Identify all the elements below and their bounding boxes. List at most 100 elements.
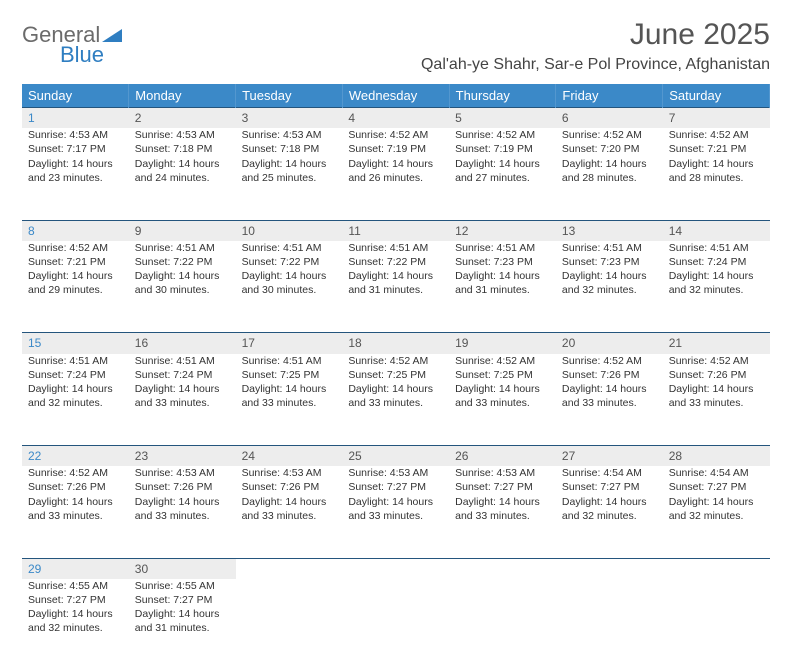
day-number-cell: 3: [236, 108, 343, 129]
title-block: June 2025 Qal'ah-ye Shahr, Sar-e Pol Pro…: [421, 18, 770, 74]
day-number-cell: [449, 558, 556, 579]
sunrise-line: Sunrise: 4:53 AM: [28, 128, 123, 142]
day-content-row: Sunrise: 4:53 AMSunset: 7:17 PM Daylight:…: [22, 128, 770, 220]
day-content-cell: Sunrise: 4:54 AMSunset: 7:27 PMDaylight:…: [556, 466, 663, 558]
day-content-cell: Sunrise: 4:53 AMSunset: 7:26 PMDaylight:…: [236, 466, 343, 558]
weekday-header: Monday: [129, 84, 236, 108]
brand-logo: General Blue: [22, 18, 122, 74]
day-number-cell: 2: [129, 108, 236, 129]
sunrise-line: Sunrise: 4:52 AM: [28, 241, 123, 255]
weekday-header: Wednesday: [342, 84, 449, 108]
day-number-cell: 15: [22, 333, 129, 354]
sunrise-line: Sunrise: 4:51 AM: [242, 241, 337, 255]
day-number-cell: 20: [556, 333, 663, 354]
day-number-cell: 4: [342, 108, 449, 129]
sunset-line: Sunset: 7:27 PM: [455, 480, 550, 494]
sunset-line: Sunset: 7:23 PM: [455, 255, 550, 269]
day-content-cell: Sunrise: 4:51 AMSunset: 7:24 PMDaylight:…: [129, 354, 236, 446]
sunset-line: Sunset: 7:26 PM: [242, 480, 337, 494]
day-number-cell: 1: [22, 108, 129, 129]
day-content-cell: Sunrise: 4:51 AMSunset: 7:22 PMDaylight:…: [342, 241, 449, 333]
day-content-cell: Sunrise: 4:53 AMSunset: 7:18 PMDaylight:…: [129, 128, 236, 220]
sunrise-line: Sunrise: 4:52 AM: [562, 128, 657, 142]
sunset-line: Sunset: 7:24 PM: [135, 368, 230, 382]
day-details: Sunrise: 4:52 AMSunset: 7:20 PMDaylight:…: [562, 128, 657, 185]
day-content-cell: Sunrise: 4:51 AMSunset: 7:24 PMDaylight:…: [22, 354, 129, 446]
day-number-cell: 30: [129, 558, 236, 579]
day-number-cell: 28: [663, 446, 770, 467]
sunrise-line: Sunrise: 4:52 AM: [348, 128, 443, 142]
sunset-line: Sunset: 7:17 PM: [28, 142, 123, 156]
day-details: Sunrise: 4:55 AMSunset: 7:27 PMDaylight:…: [135, 579, 230, 636]
sunset-line: Sunset: 7:18 PM: [242, 142, 337, 156]
day-content-row: Sunrise: 4:52 AMSunset: 7:26 PMDaylight:…: [22, 466, 770, 558]
day-details: Sunrise: 4:52 AMSunset: 7:25 PMDaylight:…: [348, 354, 443, 411]
day-details: Sunrise: 4:54 AMSunset: 7:27 PMDaylight:…: [669, 466, 764, 523]
daylight-line: Daylight: 14 hours and 32 minutes.: [562, 269, 657, 297]
day-content-cell: Sunrise: 4:52 AMSunset: 7:26 PMDaylight:…: [22, 466, 129, 558]
sunset-line: Sunset: 7:25 PM: [348, 368, 443, 382]
sunset-line: Sunset: 7:20 PM: [562, 142, 657, 156]
sunset-line: Sunset: 7:22 PM: [135, 255, 230, 269]
daylight-line: Daylight: 14 hours and 25 minutes.: [242, 157, 337, 185]
daylight-line: Daylight: 14 hours and 32 minutes.: [669, 495, 764, 523]
day-number-cell: 16: [129, 333, 236, 354]
daylight-line: Daylight: 14 hours and 31 minutes.: [455, 269, 550, 297]
sunset-line: Sunset: 7:18 PM: [135, 142, 230, 156]
day-number-row: 891011121314: [22, 220, 770, 241]
daylight-line: Daylight: 14 hours and 29 minutes.: [28, 269, 123, 297]
day-number-cell: 22: [22, 446, 129, 467]
day-details: Sunrise: 4:52 AMSunset: 7:21 PMDaylight:…: [669, 128, 764, 185]
day-number-cell: 26: [449, 446, 556, 467]
day-details: Sunrise: 4:53 AMSunset: 7:27 PMDaylight:…: [455, 466, 550, 523]
day-number-cell: 5: [449, 108, 556, 129]
sunrise-line: Sunrise: 4:51 AM: [242, 354, 337, 368]
day-details: Sunrise: 4:52 AMSunset: 7:26 PMDaylight:…: [28, 466, 123, 523]
header: General Blue June 2025 Qal'ah-ye Shahr, …: [22, 18, 770, 74]
day-content-row: Sunrise: 4:55 AMSunset: 7:27 PMDaylight:…: [22, 579, 770, 671]
day-number-cell: [556, 558, 663, 579]
location-label: Qal'ah-ye Shahr, Sar-e Pol Province, Afg…: [421, 56, 770, 74]
day-number-cell: 29: [22, 558, 129, 579]
logo-triangle-icon: [102, 26, 122, 47]
day-content-cell: [236, 579, 343, 671]
day-content-cell: Sunrise: 4:55 AMSunset: 7:27 PMDaylight:…: [22, 579, 129, 671]
day-content-cell: [556, 579, 663, 671]
day-content-cell: Sunrise: 4:51 AMSunset: 7:24 PMDaylight:…: [663, 241, 770, 333]
sunset-line: Sunset: 7:21 PM: [669, 142, 764, 156]
sunrise-line: Sunrise: 4:51 AM: [455, 241, 550, 255]
sunrise-line: Sunrise: 4:52 AM: [455, 354, 550, 368]
day-content-cell: Sunrise: 4:51 AMSunset: 7:22 PMDaylight:…: [129, 241, 236, 333]
day-details: Sunrise: 4:51 AMSunset: 7:22 PMDaylight:…: [242, 241, 337, 298]
weekday-header-row: SundayMondayTuesdayWednesdayThursdayFrid…: [22, 84, 770, 108]
calendar-body: 1234567Sunrise: 4:53 AMSunset: 7:17 PMDa…: [22, 108, 770, 671]
sunrise-line: Sunrise: 4:53 AM: [135, 466, 230, 480]
day-number-cell: 17: [236, 333, 343, 354]
sunset-line: Sunset: 7:22 PM: [348, 255, 443, 269]
day-content-cell: Sunrise: 4:54 AMSunset: 7:27 PMDaylight:…: [663, 466, 770, 558]
sunrise-line: Sunrise: 4:51 AM: [562, 241, 657, 255]
daylight-line: Daylight: 14 hours and 32 minutes.: [562, 495, 657, 523]
sunrise-line: Sunrise: 4:51 AM: [669, 241, 764, 255]
sunset-line: Sunset: 7:26 PM: [28, 480, 123, 494]
daylight-line: Daylight: 14 hours and 32 minutes.: [669, 269, 764, 297]
daylight-line: Daylight: 14 hours and 33 minutes.: [669, 382, 764, 410]
daylight-line: Daylight: 14 hours and 33 minutes.: [562, 382, 657, 410]
day-details: Sunrise: 4:51 AMSunset: 7:24 PMDaylight:…: [28, 354, 123, 411]
month-title: June 2025: [421, 18, 770, 52]
day-content-cell: Sunrise: 4:52 AMSunset: 7:20 PMDaylight:…: [556, 128, 663, 220]
day-details: Sunrise: 4:51 AMSunset: 7:22 PMDaylight:…: [135, 241, 230, 298]
daylight-line: Daylight: 14 hours and 33 minutes.: [242, 495, 337, 523]
day-content-cell: Sunrise: 4:52 AMSunset: 7:21 PMDaylight:…: [22, 241, 129, 333]
day-number-cell: [236, 558, 343, 579]
day-number-cell: 6: [556, 108, 663, 129]
day-details: Sunrise: 4:53 AMSunset: 7:18 PMDaylight:…: [242, 128, 337, 185]
daylight-line: Daylight: 14 hours and 33 minutes.: [455, 382, 550, 410]
daylight-line: Daylight: 14 hours and 33 minutes.: [455, 495, 550, 523]
sunrise-line: Sunrise: 4:51 AM: [348, 241, 443, 255]
weekday-header: Tuesday: [236, 84, 343, 108]
sunset-line: Sunset: 7:27 PM: [135, 593, 230, 607]
day-details: Sunrise: 4:53 AMSunset: 7:26 PMDaylight:…: [135, 466, 230, 523]
sunrise-line: Sunrise: 4:52 AM: [28, 466, 123, 480]
sunset-line: Sunset: 7:27 PM: [348, 480, 443, 494]
